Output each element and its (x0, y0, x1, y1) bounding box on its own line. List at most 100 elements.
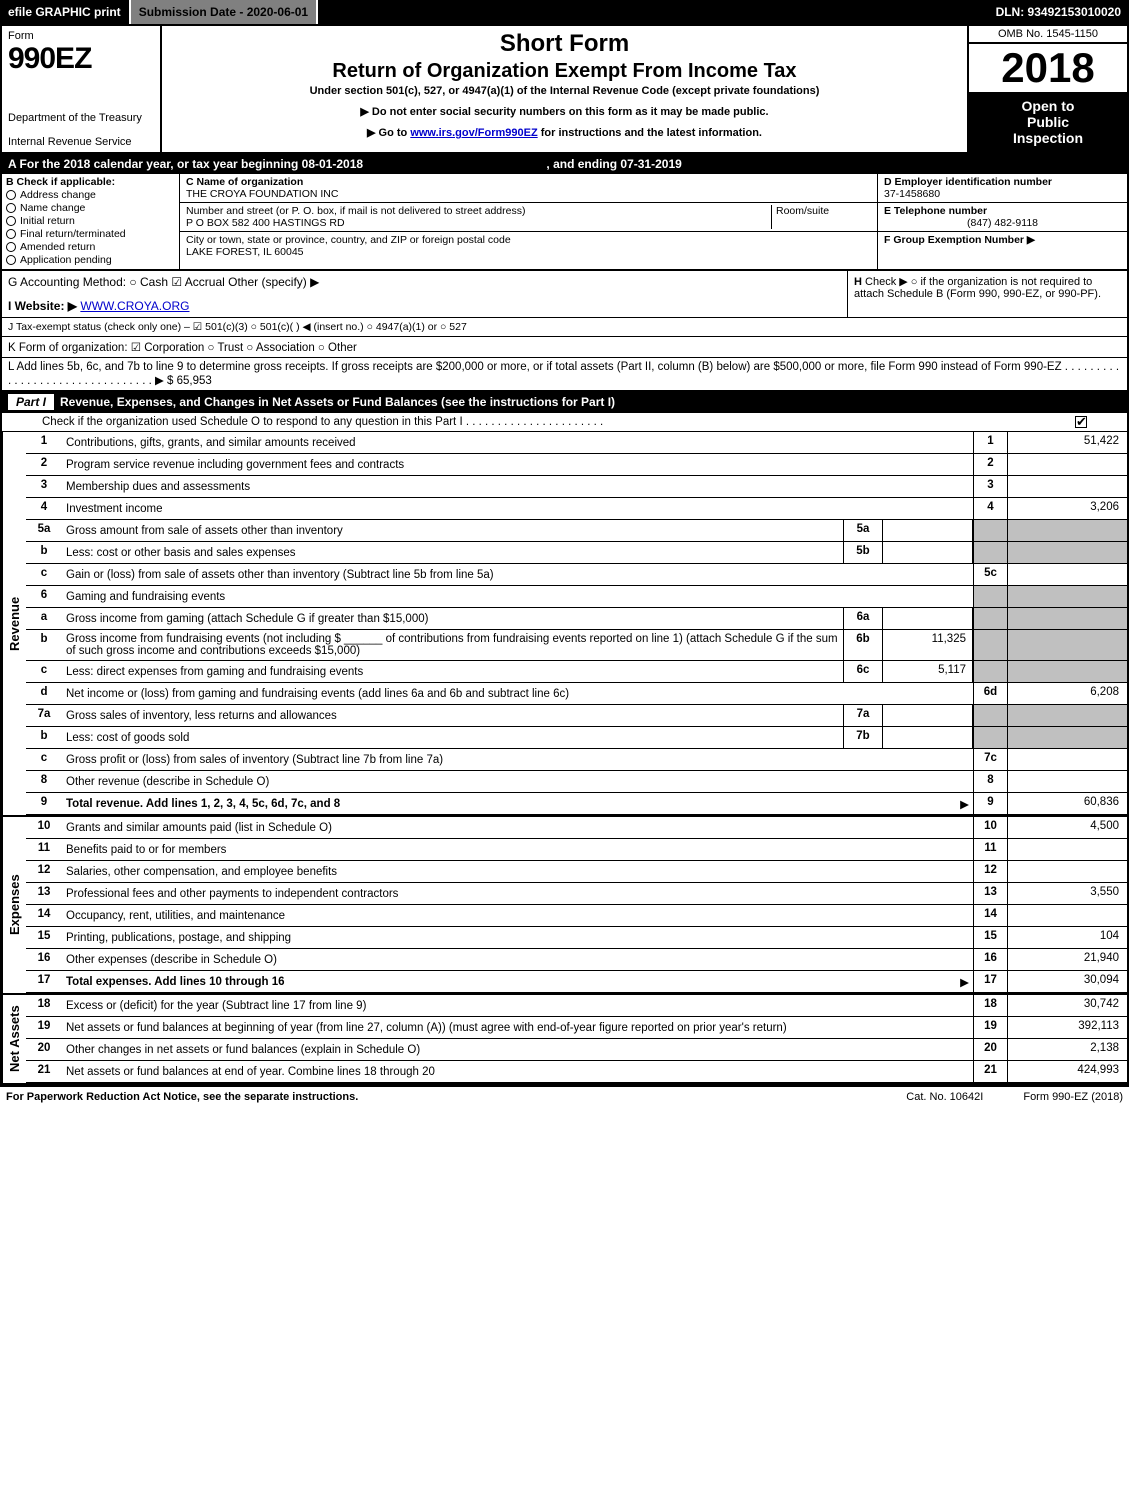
schedule-o-checkbox[interactable] (1075, 416, 1087, 428)
col-num-gray (973, 630, 1007, 660)
row-description: Other expenses (describe in Schedule O) (62, 949, 973, 970)
revenue-body: 1Contributions, gifts, grants, and simil… (26, 432, 1127, 815)
b-title: B Check if applicable: (6, 176, 175, 188)
table-row: 7aGross sales of inventory, less returns… (26, 705, 1127, 727)
col-number: 1 (973, 432, 1007, 453)
table-row: 21Net assets or fund balances at end of … (26, 1061, 1127, 1083)
col-number: 3 (973, 476, 1007, 497)
col-value: 424,993 (1007, 1061, 1127, 1082)
col-number: 10 (973, 817, 1007, 838)
col-val-gray (1007, 608, 1127, 629)
col-number: 7c (973, 749, 1007, 770)
chk-pending[interactable]: Application pending (6, 254, 175, 266)
l-line: L Add lines 5b, 6c, and 7b to line 9 to … (2, 358, 1127, 391)
expenses-side-label: Expenses (2, 817, 26, 993)
row-description: Contributions, gifts, grants, and simila… (62, 432, 973, 453)
topbar-spacer (318, 0, 987, 24)
col-value: 392,113 (1007, 1017, 1127, 1038)
table-row: bLess: cost or other basis and sales exp… (26, 542, 1127, 564)
row-number: c (26, 564, 62, 585)
col-number: 18 (973, 995, 1007, 1016)
col-value (1007, 454, 1127, 475)
chk-name[interactable]: Name change (6, 202, 175, 214)
table-row: 12Salaries, other compensation, and empl… (26, 861, 1127, 883)
submission-tab[interactable]: Submission Date - 2020-06-01 (131, 0, 318, 24)
form-header: Form 990EZ Department of the Treasury In… (2, 26, 1127, 154)
table-row: 3Membership dues and assessments3 (26, 476, 1127, 498)
chk-initial[interactable]: Initial return (6, 215, 175, 227)
sub-value (883, 520, 973, 541)
circle-icon (6, 255, 16, 265)
table-row: 1Contributions, gifts, grants, and simil… (26, 432, 1127, 454)
efile-tab[interactable]: efile GRAPHIC print (0, 0, 131, 24)
sub-value: 11,325 (883, 630, 973, 660)
chk-final-label: Final return/terminated (20, 228, 126, 240)
col-num-gray (973, 586, 1007, 607)
city-row: City or town, state or province, country… (180, 232, 877, 260)
row-description: Gross sales of inventory, less returns a… (62, 705, 843, 726)
circle-icon (6, 242, 16, 252)
sub-value (883, 542, 973, 563)
sub-label: 5b (843, 542, 883, 563)
table-row: 11Benefits paid to or for members11 (26, 839, 1127, 861)
e-row: E Telephone number (847) 482-9118 (878, 203, 1127, 232)
row-number: 2 (26, 454, 62, 475)
col-number: 16 (973, 949, 1007, 970)
i-line: I Website: ▶ WWW.CROYA.ORG (8, 299, 841, 313)
g-line: G Accounting Method: ○ Cash ☑ Accrual Ot… (8, 275, 841, 299)
cal-end: , and ending 07-31-2019 (546, 157, 681, 171)
col-number: 15 (973, 927, 1007, 948)
title-short-form: Short Form (168, 30, 961, 58)
row-number: 6 (26, 586, 62, 607)
part1-check-line: Check if the organization used Schedule … (2, 413, 1127, 432)
col-value: 30,742 (1007, 995, 1127, 1016)
chk-amended[interactable]: Amended return (6, 241, 175, 253)
form-label: Form (8, 30, 154, 42)
table-row: 19Net assets or fund balances at beginni… (26, 1017, 1127, 1039)
table-row: bGross income from fundraising events (n… (26, 630, 1127, 661)
col-number: 14 (973, 905, 1007, 926)
col-value (1007, 839, 1127, 860)
sub-label: 6a (843, 608, 883, 629)
chk-final[interactable]: Final return/terminated (6, 228, 175, 240)
row-description: Membership dues and assessments (62, 476, 973, 497)
circle-icon (6, 190, 16, 200)
chk-address[interactable]: Address change (6, 189, 175, 201)
circle-icon (6, 216, 16, 226)
table-row: 15Printing, publications, postage, and s… (26, 927, 1127, 949)
footer-form: Form 990-EZ (2018) (1023, 1091, 1123, 1103)
row-number: 15 (26, 927, 62, 948)
row-description: Less: cost of goods sold (62, 727, 843, 748)
c-label: C Name of organization (186, 176, 871, 188)
row-description: Benefits paid to or for members (62, 839, 973, 860)
col-value: 3,206 (1007, 498, 1127, 519)
row-number: 4 (26, 498, 62, 519)
website-link[interactable]: WWW.CROYA.ORG (80, 299, 189, 313)
table-row: cGross profit or (loss) from sales of in… (26, 749, 1127, 771)
row-number: c (26, 661, 62, 682)
col-number: 12 (973, 861, 1007, 882)
row-number: 21 (26, 1061, 62, 1082)
part1-label: Part I (8, 394, 54, 410)
col-value: 21,940 (1007, 949, 1127, 970)
col-number: 17 (973, 971, 1007, 992)
row-description: Total expenses. Add lines 10 through 16 … (62, 971, 973, 992)
table-row: 5aGross amount from sale of assets other… (26, 520, 1127, 542)
col-num-gray (973, 661, 1007, 682)
row-number: 14 (26, 905, 62, 926)
d-label: D Employer identification number (884, 176, 1121, 188)
part1-check-text: Check if the organization used Schedule … (42, 416, 1075, 428)
col-value (1007, 771, 1127, 792)
col-number: 4 (973, 498, 1007, 519)
note-goto: ▶ Go to www.irs.gov/Form990EZ for instru… (168, 126, 961, 139)
col-number: 13 (973, 883, 1007, 904)
part1-bar: Part I Revenue, Expenses, and Changes in… (2, 391, 1127, 413)
row-number: 8 (26, 771, 62, 792)
irs-link[interactable]: www.irs.gov/Form990EZ (410, 127, 537, 139)
col-val-gray (1007, 630, 1127, 660)
table-row: 17Total expenses. Add lines 10 through 1… (26, 971, 1127, 993)
f-row: F Group Exemption Number ▶ (878, 232, 1127, 269)
row-description: Gross income from gaming (attach Schedul… (62, 608, 843, 629)
title-return: Return of Organization Exempt From Incom… (168, 60, 961, 83)
col-number: 11 (973, 839, 1007, 860)
